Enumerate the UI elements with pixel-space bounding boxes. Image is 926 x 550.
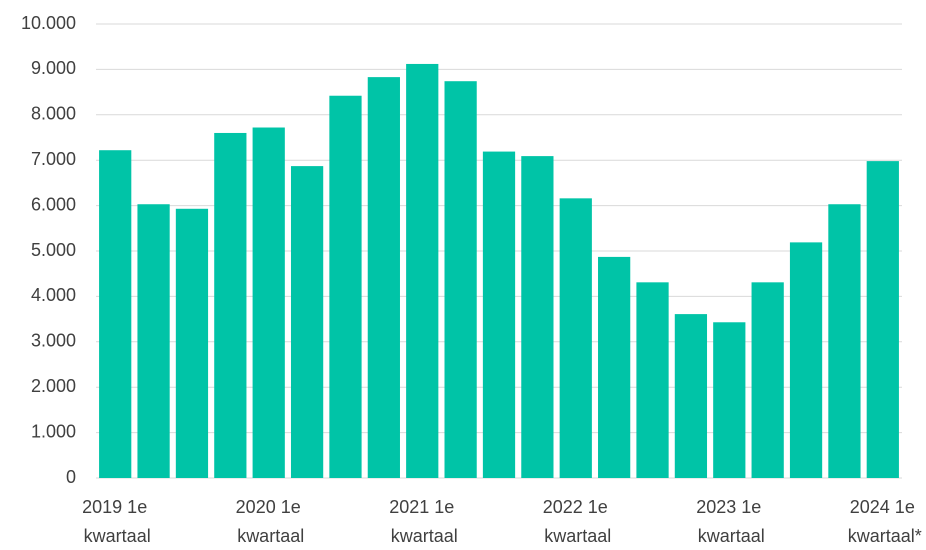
y-tick-label: 2.000 — [31, 376, 76, 396]
x-tick-line: 2021 1e — [389, 497, 459, 517]
x-tick-label: 2022 1e kwartaal — [543, 497, 613, 546]
bar — [367, 77, 400, 479]
bar — [866, 161, 899, 478]
y-tick-label: 10.000 — [21, 13, 76, 33]
bar — [175, 208, 209, 478]
bar — [598, 256, 631, 478]
bar — [444, 81, 477, 478]
bar — [789, 242, 823, 478]
y-tick-label: 6.000 — [31, 194, 76, 214]
bar — [636, 282, 669, 478]
x-tick-line: kwartaal — [84, 526, 151, 546]
bar — [137, 204, 170, 478]
bar — [713, 322, 746, 478]
bar — [521, 156, 554, 478]
bar — [329, 95, 362, 479]
y-tick-label: 1.000 — [31, 421, 76, 441]
bar — [214, 132, 247, 478]
bar — [559, 198, 592, 478]
y-tick-label: 3.000 — [31, 331, 76, 351]
x-tick-line: kwartaal — [237, 526, 304, 546]
x-tick-label: 2024 1e kwartaal* — [848, 497, 922, 546]
x-tick-line: 2024 1e — [850, 497, 920, 517]
x-tick-line: 2022 1e — [543, 497, 613, 517]
y-tick-label: 4.000 — [31, 285, 76, 305]
y-tick-label: 8.000 — [31, 104, 76, 124]
x-tick-label: 2020 1e kwartaal — [236, 497, 306, 546]
x-tick-line: 2020 1e — [236, 497, 306, 517]
x-tick-line: kwartaal — [391, 526, 458, 546]
x-tick-label: 2021 1e kwartaal — [389, 497, 459, 546]
bar — [406, 63, 439, 479]
x-tick-line: kwartaal* — [848, 526, 922, 546]
bar — [290, 166, 324, 479]
bar — [252, 127, 285, 479]
bar — [674, 314, 708, 478]
x-tick-line: 2019 1e — [82, 497, 152, 517]
bar — [99, 150, 132, 478]
x-tick-label: 2023 1e kwartaal — [696, 497, 766, 546]
bar — [828, 204, 861, 478]
y-tick-label: 5.000 — [31, 240, 76, 260]
x-tick-line: kwartaal — [544, 526, 611, 546]
y-tick-label: 0 — [66, 467, 76, 487]
y-tick-label: 9.000 — [31, 58, 76, 78]
x-tick-line: kwartaal — [698, 526, 765, 546]
bar — [751, 282, 784, 478]
x-tick-label: 2019 1e kwartaal — [82, 497, 152, 546]
y-tick-label: 7.000 — [31, 149, 76, 169]
bar — [482, 151, 516, 478]
x-tick-line: 2023 1e — [696, 497, 766, 517]
